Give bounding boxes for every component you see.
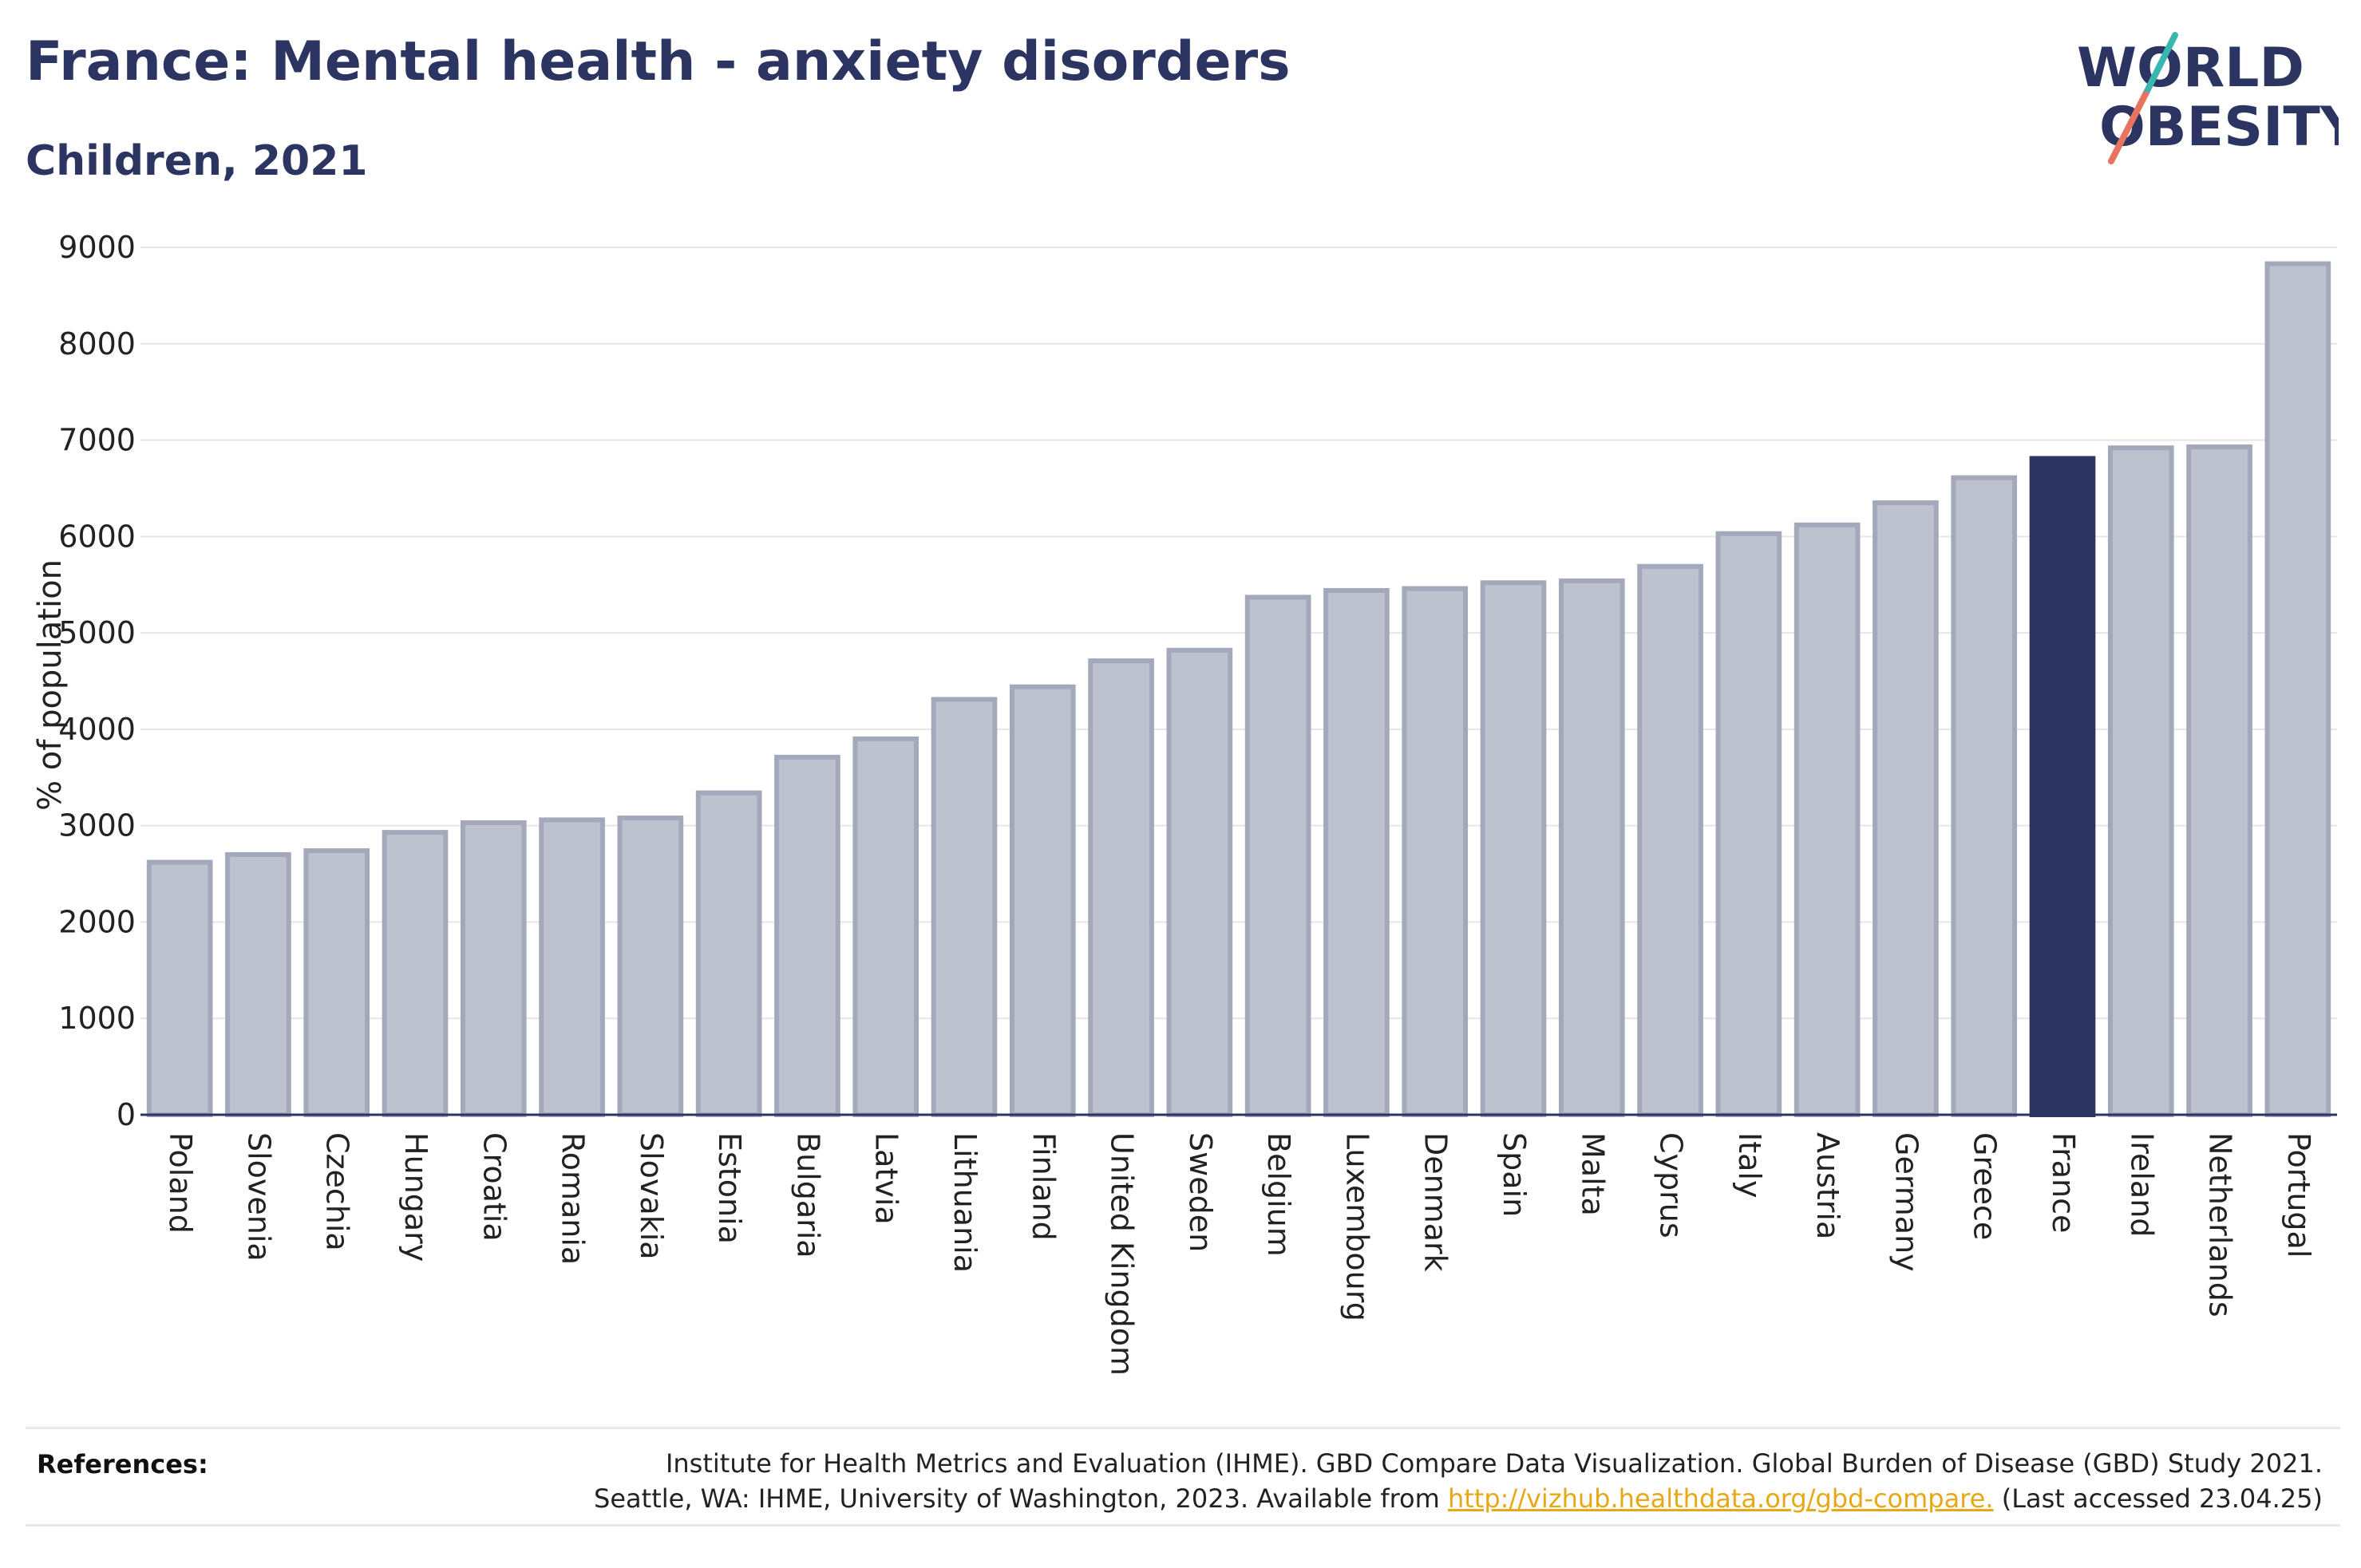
references-link[interactable]: http://vizhub.healthdata.org/gbd-compare…: [1447, 1483, 1994, 1514]
references-bottom-divider: [26, 1524, 2340, 1527]
bar-germany: [1873, 500, 1939, 1117]
x-tick-label: Latvia: [869, 1132, 904, 1225]
x-tick-label: Luxembourg: [1339, 1132, 1374, 1321]
y-tick-label: 3000: [58, 808, 136, 843]
x-tick-label: France: [2046, 1132, 2081, 1233]
x-tick-label: Sweden: [1183, 1132, 1218, 1252]
references-line2: Seattle, WA: IHME, University of Washing…: [487, 1481, 2323, 1516]
bar-portugal: [2264, 261, 2331, 1117]
y-tick-label: 0: [117, 1097, 136, 1132]
logo-slash-teal: [2142, 32, 2178, 97]
references-line2-before: Seattle, WA: IHME, University of Washing…: [594, 1483, 1440, 1514]
bar-luxembourg: [1323, 587, 1390, 1117]
x-tick-label: Belgium: [1261, 1132, 1296, 1257]
bar-italy: [1715, 531, 1782, 1117]
x-tick-label: Poland: [163, 1132, 198, 1234]
x-tick-label: Netherlands: [2203, 1132, 2238, 1317]
y-tick-label: 4000: [58, 712, 136, 747]
bar-slovakia: [617, 816, 684, 1117]
bar-poland: [146, 859, 213, 1118]
bar-bulgaria: [774, 754, 840, 1117]
y-tick-label: 7000: [58, 423, 136, 458]
bar-denmark: [1402, 586, 1469, 1117]
x-tick-label: Spain: [1497, 1132, 1532, 1217]
bar-sweden: [1166, 647, 1233, 1117]
bar-finland: [1009, 684, 1076, 1117]
x-tick-label: Romania: [556, 1132, 591, 1265]
x-tick-label: Slovakia: [634, 1132, 669, 1260]
bar-united-kingdom: [1088, 658, 1154, 1117]
bar-slovenia: [225, 851, 291, 1118]
bar-czechia: [303, 848, 370, 1117]
references-label: References:: [37, 1449, 208, 1479]
x-tick-label: Cyprus: [1654, 1132, 1689, 1238]
bar-lithuania: [931, 697, 998, 1117]
y-axis-title: % of population: [32, 559, 69, 811]
x-tick-label: Lithuania: [947, 1132, 983, 1273]
x-tick-label: Czechia: [320, 1132, 355, 1251]
x-tick-label: Hungary: [398, 1132, 433, 1262]
references-line1: Institute for Health Metrics and Evaluat…: [665, 1448, 2323, 1479]
y-tick-label: 1000: [58, 1001, 136, 1036]
y-tick-label: 9000: [58, 230, 136, 265]
x-tick-label: Ireland: [2124, 1132, 2159, 1237]
x-tick-label: Estonia: [712, 1132, 747, 1244]
bar-greece: [1951, 475, 2018, 1117]
bar-estonia: [695, 790, 762, 1117]
y-tick-label: 8000: [58, 326, 136, 361]
bar-chart: 0 1000 2000 3000 4000 5000 6000 7000 8000 9000 % o…: [32, 230, 2337, 1376]
references-top-divider: [26, 1427, 2340, 1429]
bar-hungary: [382, 830, 449, 1117]
logo-slash-coral: [2108, 91, 2149, 164]
references-line2-after: (Last accessed 23.04.25): [2001, 1483, 2323, 1514]
x-tick-label: Italy: [1732, 1132, 1767, 1198]
bar-austria: [1793, 522, 1861, 1117]
chart-subtitle: Children, 2021: [26, 137, 368, 185]
references-text: Institute for Health Metrics and Evaluat…: [487, 1446, 2323, 1516]
bar-cyprus: [1637, 563, 1703, 1117]
x-tick-label: Croatia: [477, 1132, 512, 1242]
bar-spain: [1480, 580, 1547, 1117]
x-tick-label: United Kingdom: [1105, 1132, 1140, 1376]
world-obesity-logo: WORLD OBESITY: [2077, 32, 2339, 164]
x-tick-label: Portugal: [2281, 1132, 2316, 1258]
x-tick-label: Denmark: [1418, 1132, 1453, 1272]
x-tick-label: Austria: [1810, 1132, 1845, 1239]
y-tick-label: 6000: [58, 519, 136, 554]
x-tick-label: Finland: [1026, 1132, 1061, 1241]
x-tick-label: Bulgaria: [790, 1132, 825, 1258]
bar-ireland: [2107, 445, 2174, 1117]
x-tick-label: Malta: [1575, 1132, 1610, 1216]
bar-croatia: [460, 820, 527, 1117]
x-tick-label: Germany: [1888, 1132, 1924, 1272]
y-tick-label: 5000: [58, 615, 136, 650]
logo-line1: WORLD: [2077, 37, 2304, 100]
bar-netherlands: [2186, 444, 2252, 1117]
bar-malta: [1558, 578, 1625, 1117]
x-tick-label: Greece: [1968, 1132, 2003, 1240]
bar-latvia: [852, 736, 919, 1117]
chart-title: France: Mental health - anxiety disorder…: [26, 30, 1291, 93]
x-tick-label: Slovenia: [241, 1132, 276, 1262]
bar-france: [2029, 456, 2096, 1117]
bar-belgium: [1244, 594, 1311, 1117]
bar-romania: [539, 817, 605, 1118]
y-tick-label: 2000: [58, 904, 136, 939]
